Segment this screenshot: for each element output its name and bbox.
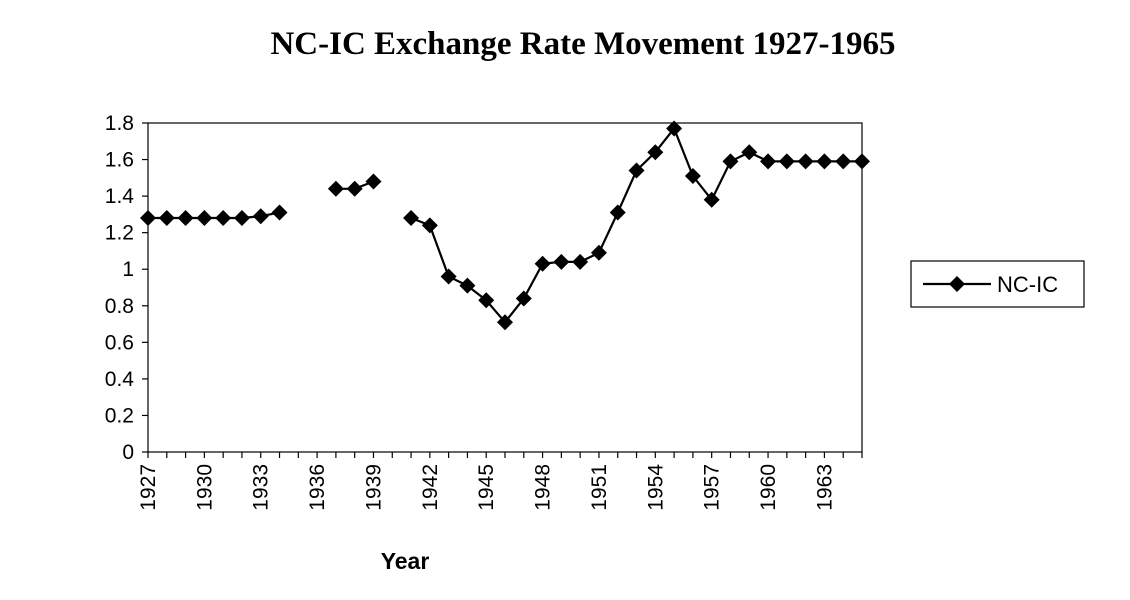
data-point-marker [459, 277, 476, 294]
data-point-marker [741, 144, 758, 161]
x-tick-label: 1945 [475, 464, 498, 511]
y-tick-label: 1.6 [105, 149, 134, 172]
x-tick-label: 1933 [250, 464, 273, 511]
data-point-marker [271, 204, 288, 221]
data-point-marker [346, 180, 363, 197]
data-point-marker [140, 210, 156, 227]
x-tick-label: 1954 [644, 464, 667, 511]
series-line-nc-ic [410, 126, 862, 324]
data-point-marker [158, 210, 175, 227]
legend-marker-swatch [949, 276, 965, 292]
y-tick-label: 1 [122, 258, 134, 281]
data-point-marker [666, 120, 683, 137]
data-point-marker [628, 162, 645, 179]
data-point-marker [478, 292, 495, 309]
y-tick-label: 0.6 [105, 331, 134, 354]
chart-title: NC-IC Exchange Rate Movement 1927-1965 [270, 26, 896, 62]
plot-area-border [147, 122, 863, 453]
x-tick-label: 1942 [419, 464, 442, 511]
data-point-marker [778, 153, 795, 170]
x-tick-label: 1927 [137, 464, 160, 511]
data-point-marker [252, 208, 269, 225]
data-point-marker [760, 153, 777, 170]
data-point-marker [515, 290, 532, 307]
data-point-marker [553, 253, 570, 270]
data-point-marker [215, 210, 232, 227]
y-tick-label: 0.4 [105, 368, 135, 391]
data-point-marker [233, 210, 250, 227]
data-point-marker [703, 191, 720, 208]
x-tick-label: 1957 [701, 464, 724, 511]
data-point-marker [497, 314, 513, 331]
data-point-marker [534, 255, 551, 272]
x-tick-label: 1930 [193, 464, 216, 511]
data-point-marker [647, 144, 664, 161]
data-point-marker [722, 153, 739, 170]
y-tick-label: 0.8 [105, 295, 134, 318]
y-tick-label: 0 [122, 441, 134, 464]
x-axis-title: Year [381, 548, 430, 574]
data-point-marker [327, 180, 344, 197]
x-tick-label: 1939 [362, 464, 385, 511]
x-tick-label: 1936 [306, 464, 329, 511]
y-tick-label: 1.8 [105, 112, 134, 135]
y-tick-label: 1.2 [105, 222, 134, 245]
data-point-marker [797, 153, 814, 170]
data-point-marker [365, 173, 382, 190]
data-point-marker [609, 204, 626, 221]
data-point-marker [572, 253, 589, 270]
data-point-marker [177, 210, 194, 227]
data-point-marker [854, 153, 870, 170]
y-tick-label: 0.2 [105, 404, 134, 427]
x-tick-label: 1960 [757, 464, 780, 511]
x-tick-label: 1951 [588, 464, 611, 511]
data-point-marker [403, 210, 420, 227]
data-point-marker [816, 153, 833, 170]
x-tick-label: 1948 [532, 464, 555, 511]
legend-label: NC-IC [997, 272, 1058, 297]
y-tick-label: 1.4 [105, 185, 135, 208]
data-point-marker [440, 268, 457, 285]
data-point-marker [835, 153, 852, 170]
data-point-marker [421, 217, 438, 234]
x-tick-label: 1963 [813, 464, 836, 511]
data-point-marker [590, 244, 607, 261]
data-point-marker [196, 210, 213, 227]
data-point-marker [684, 168, 701, 185]
